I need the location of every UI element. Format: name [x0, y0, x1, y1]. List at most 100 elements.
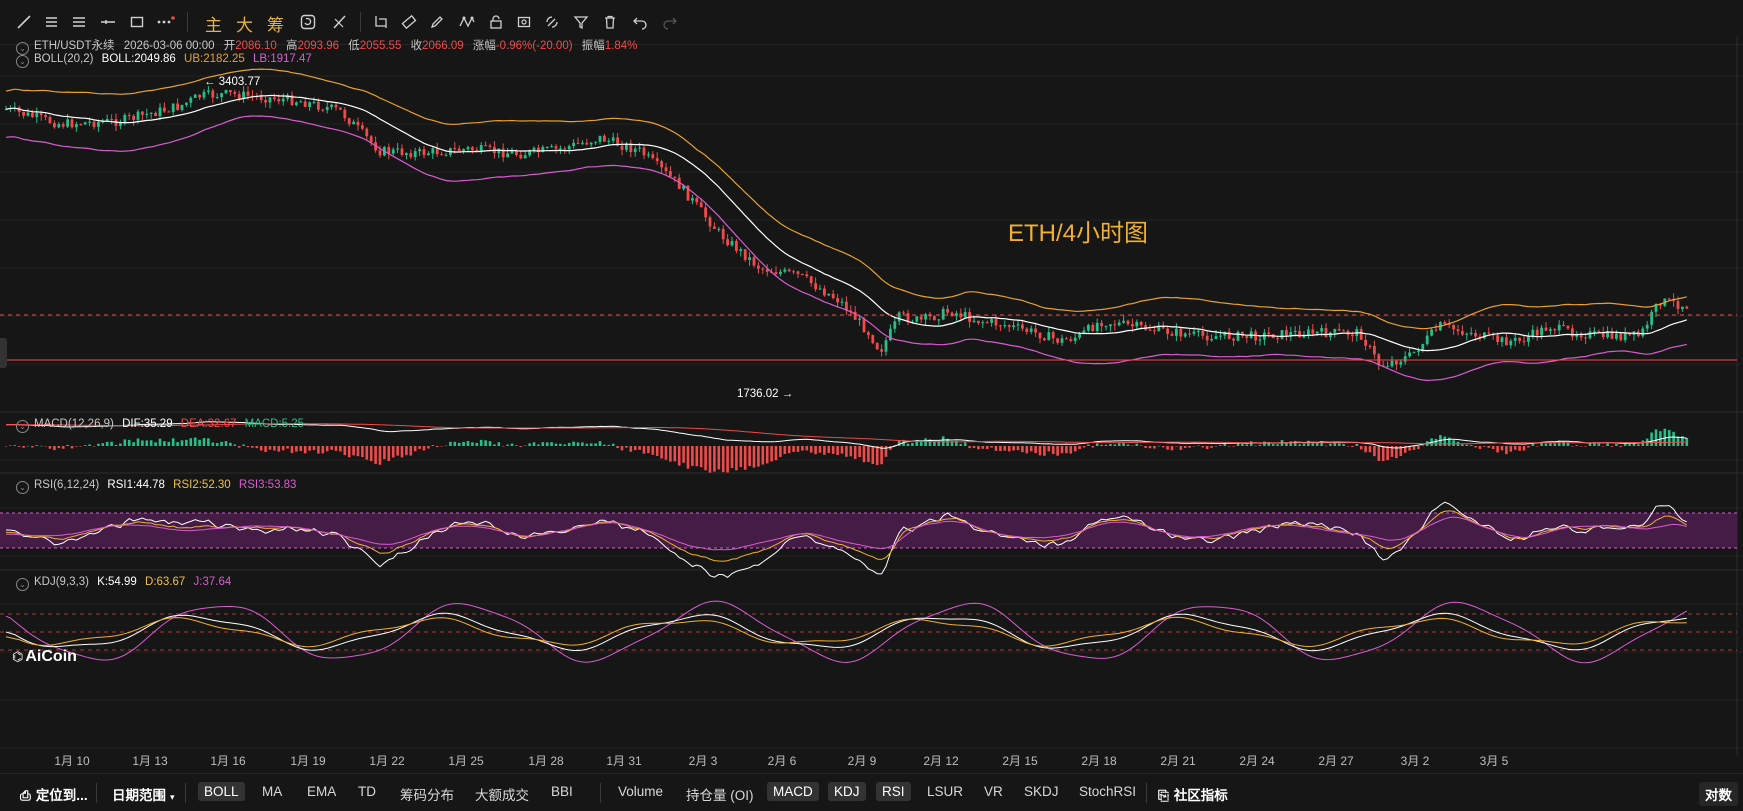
indicator-ma[interactable]: MA: [262, 784, 283, 799]
macd-histogram-bar: [598, 441, 602, 446]
redo-icon[interactable]: [658, 10, 682, 34]
candle-body: [985, 322, 989, 324]
eye-icon[interactable]: [512, 10, 536, 34]
x-tick: 3月 5: [1479, 754, 1509, 768]
log-scale-button[interactable]: 对数: [1699, 782, 1738, 806]
chip-distribution-button[interactable]: 筹: [267, 16, 284, 35]
candle-body: [1496, 335, 1499, 342]
candle-body: [699, 202, 703, 208]
candle-body: [1038, 332, 1042, 339]
horizontal-lines-icon[interactable]: [39, 10, 63, 34]
candle-body: [1518, 337, 1521, 341]
collapse-icon[interactable]: ⌄: [16, 55, 29, 68]
macd-histogram-bar: [695, 446, 699, 467]
macd-histogram-bar: [457, 442, 461, 446]
large-order-button[interactable]: 大: [236, 16, 253, 35]
macd-histogram-bar: [391, 446, 395, 458]
macd-histogram-bar: [163, 441, 166, 446]
community-indicators-button[interactable]: ⎘ 社区指标: [1152, 782, 1234, 806]
indicator-lsur[interactable]: LSUR: [927, 784, 964, 799]
indicator-vr[interactable]: VR: [984, 784, 1003, 799]
macd-histogram-bar: [110, 441, 113, 446]
kdj-legend[interactable]: ⌄ KDJ(9,3,3) K:54.99 D:63.67 J:37.64: [16, 576, 231, 591]
indicator-large-trade[interactable]: 大额成交: [475, 788, 529, 803]
candle-body: [1527, 336, 1530, 342]
indicator-oi[interactable]: 持仓量 (OI): [686, 788, 754, 803]
indicator-kdj[interactable]: KDJ: [828, 782, 866, 801]
macd-histogram-bar: [1021, 446, 1024, 453]
candle-body: [88, 121, 91, 123]
macd-histogram-bar: [1461, 444, 1464, 446]
collapse-icon[interactable]: ⌄: [16, 578, 29, 591]
macd-histogram-bar: [589, 443, 593, 446]
indicator-bbi[interactable]: BBI: [551, 784, 573, 799]
candle-body: [352, 121, 355, 125]
trash-icon[interactable]: [598, 10, 622, 34]
macd-histogram-bar: [682, 446, 685, 463]
macd-histogram-bar: [1007, 446, 1011, 452]
indicator-td[interactable]: TD: [358, 784, 376, 799]
candle-body: [31, 112, 34, 118]
undo-icon[interactable]: [628, 10, 652, 34]
lock-icon[interactable]: [484, 10, 508, 34]
locate-button[interactable]: ⎙ 定位到...: [14, 782, 94, 806]
macd-histogram-bar: [673, 446, 677, 462]
pattern-icon[interactable]: [455, 10, 479, 34]
refresh-icon[interactable]: [296, 10, 320, 34]
erase-drawings-icon[interactable]: [328, 10, 352, 34]
indicator-rsi[interactable]: RSI: [876, 782, 911, 801]
collapse-icon[interactable]: ⌄: [16, 42, 29, 55]
ray-line-icon[interactable]: [96, 10, 120, 34]
magnet-icon[interactable]: [540, 10, 564, 34]
boll-lines: [5, 68, 1687, 382]
candle-body: [1557, 324, 1561, 331]
macd-histogram-bar: [1012, 446, 1015, 451]
boll-legend[interactable]: ⌄ BOLL(20,2) BOLL:2049.86 UB:2182.25 LB:1…: [16, 53, 312, 68]
candlestick-chart[interactable]: [0, 36, 1743, 758]
date-range-button[interactable]: 日期范围 ▾: [106, 782, 181, 806]
select-icon[interactable]: [369, 10, 393, 34]
rsi-legend[interactable]: ⌄ RSI(6,12,24) RSI1:44.78 RSI2:52.30 RSI3…: [16, 479, 296, 494]
indicator-ema[interactable]: EMA: [307, 784, 337, 799]
macd-histogram-bar: [88, 444, 91, 446]
candle-body: [1241, 331, 1244, 337]
collapse-icon[interactable]: ⌄: [16, 481, 29, 494]
indicator-stochrsi[interactable]: StochRSI: [1079, 784, 1137, 799]
left-panel-toggle[interactable]: [0, 338, 7, 368]
more-tools-icon[interactable]: [153, 10, 177, 34]
candle-body: [1311, 329, 1315, 334]
macd-histogram-bar: [220, 441, 223, 446]
pencil-icon[interactable]: [425, 10, 449, 34]
trend-line-icon[interactable]: [12, 10, 36, 34]
candle-body: [1403, 356, 1407, 362]
indicator-macd[interactable]: MACD: [767, 782, 819, 801]
candle-body: [1593, 331, 1596, 333]
macd-histogram-bar: [968, 446, 971, 449]
macd-histogram-bar: [1016, 446, 1020, 451]
filter-icon[interactable]: [569, 10, 593, 34]
macd-hist-value: MACD:5.25: [244, 418, 305, 430]
indicator-skdj[interactable]: SKDJ: [1024, 784, 1059, 799]
macd-histogram-bar: [677, 446, 681, 466]
indicator-boll[interactable]: BOLL: [198, 782, 245, 801]
macd-histogram-bar: [655, 446, 659, 456]
candle-body: [506, 153, 509, 158]
parallel-channel-icon[interactable]: [67, 10, 91, 34]
collapse-icon[interactable]: ⌄: [16, 420, 29, 433]
candle-body: [1183, 333, 1187, 337]
candle-body: [97, 122, 100, 127]
rectangle-icon[interactable]: [125, 10, 149, 34]
macd-histogram-bar: [1109, 444, 1112, 446]
main-indicator-button[interactable]: 主: [205, 16, 222, 35]
candle-body: [1192, 331, 1196, 334]
locate-label: 定位到...: [35, 788, 88, 803]
candle-body: [149, 112, 153, 114]
macd-legend[interactable]: ⌄ MACD(12,26,9) DIF:35.29 DEA:32.67 MACD:…: [16, 418, 304, 433]
ruler-icon[interactable]: [397, 10, 421, 34]
macd-histogram-bar: [977, 446, 980, 450]
indicator-volume[interactable]: Volume: [618, 784, 664, 799]
indicator-chip[interactable]: 筹码分布: [400, 788, 454, 803]
candle-body: [185, 102, 188, 105]
candle-body: [343, 109, 347, 119]
candle-body: [391, 149, 395, 154]
